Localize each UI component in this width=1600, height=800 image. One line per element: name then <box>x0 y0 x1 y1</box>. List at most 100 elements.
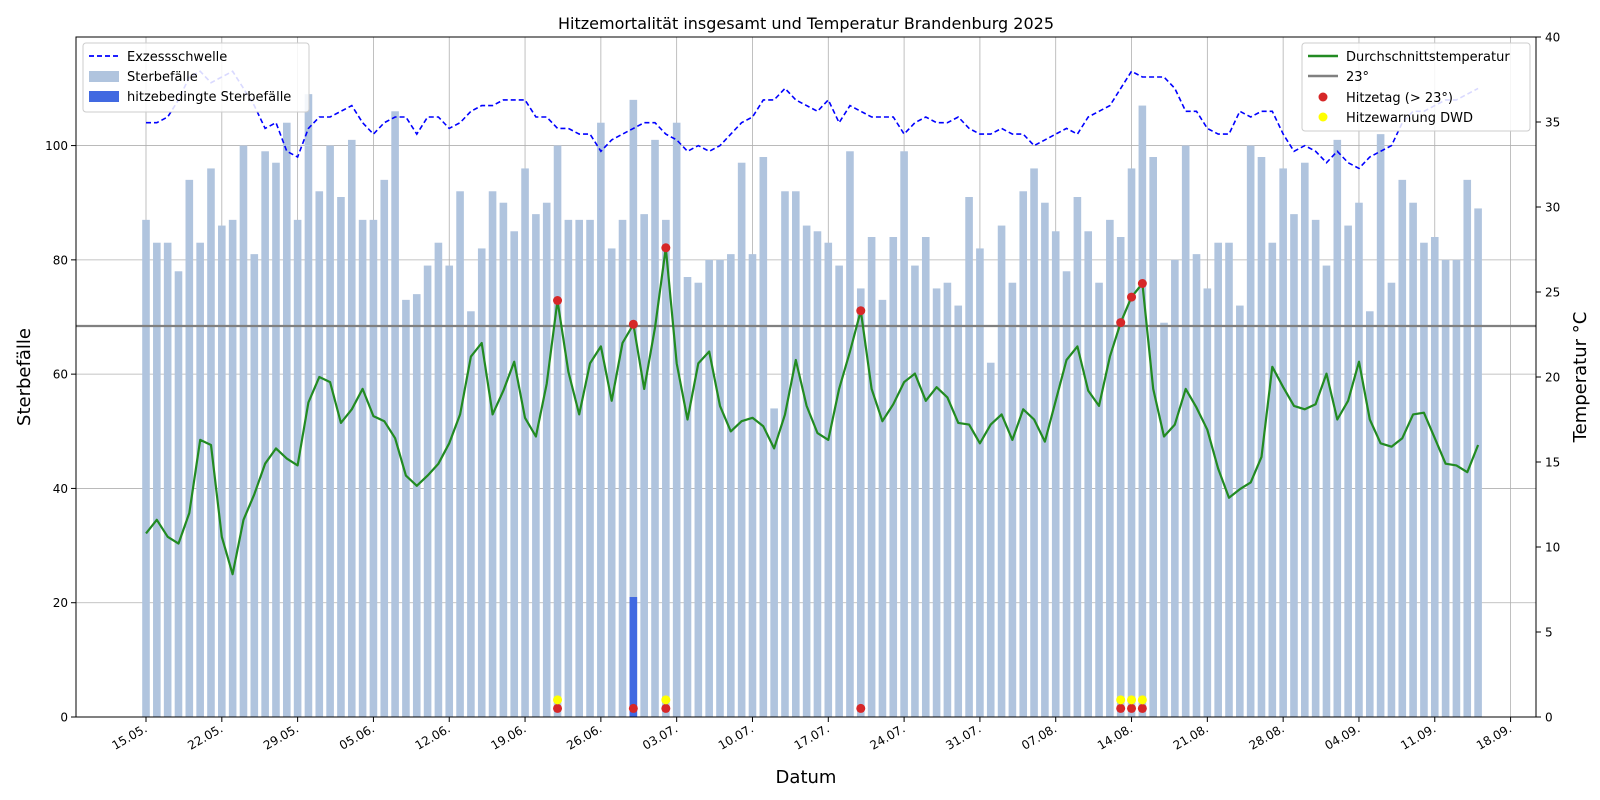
death-bar <box>1441 259 1450 717</box>
death-bar <box>943 282 952 717</box>
death-bar <box>932 288 941 717</box>
death-bar <box>1149 157 1157 717</box>
death-bar <box>835 265 843 717</box>
death-bar <box>1225 242 1233 717</box>
death-bar <box>553 145 562 718</box>
y-tick-label: 0 <box>60 711 68 725</box>
death-bar <box>1073 197 1082 717</box>
death-bar <box>488 191 497 718</box>
death-bar <box>1301 162 1309 717</box>
y-tick-label: 40 <box>53 482 68 496</box>
y2-tick-label: 5 <box>1545 626 1553 640</box>
y-tick-label: 60 <box>53 368 68 382</box>
y2-tick-label: 30 <box>1545 201 1560 215</box>
death-bar <box>683 277 692 717</box>
legend-deaths-swatch <box>89 71 119 82</box>
death-bar <box>705 259 713 717</box>
legend-heat-deaths-label: hitzebedingte Sterbefälle <box>127 90 291 105</box>
heat-day-baseline-point <box>661 703 671 713</box>
death-bar <box>727 254 735 717</box>
death-bar <box>1463 179 1472 717</box>
death-bar <box>1062 271 1071 717</box>
temperature <box>145 246 1480 576</box>
death-bar <box>1344 225 1352 718</box>
death-bar <box>1019 191 1028 718</box>
death-bar <box>986 362 995 717</box>
death-bar <box>402 299 410 717</box>
heat-bars <box>629 597 638 717</box>
death-bar <box>618 219 627 717</box>
death-bar <box>1333 139 1342 717</box>
death-bar <box>759 157 768 717</box>
death-bar <box>272 162 280 717</box>
y-tick-label: 100 <box>45 139 68 153</box>
death-bar <box>813 231 822 718</box>
death-bar <box>337 197 345 717</box>
legend-left: Exzessschwelle Sterbefälle hitzebedingte… <box>82 42 310 113</box>
y2-tick-label: 40 <box>1545 31 1560 45</box>
death-bar <box>1030 168 1038 717</box>
legend-23-label: 23° <box>1346 70 1369 85</box>
death-bar <box>846 151 854 718</box>
y2-tick-label: 15 <box>1545 456 1560 470</box>
heat-day-point <box>628 319 638 329</box>
death-bar <box>532 214 540 717</box>
death-bar <box>1322 265 1331 717</box>
death-bar <box>575 219 583 717</box>
heat-warning-point <box>1116 695 1126 705</box>
death-bar <box>672 122 681 717</box>
death-bar <box>1214 242 1222 717</box>
death-bar <box>921 237 930 717</box>
chart-title: Hitzemortalität insgesamt und Temperatur… <box>558 14 1054 33</box>
death-bar <box>142 219 150 717</box>
legend-warning-swatch <box>1318 112 1328 122</box>
death-bar <box>380 179 389 717</box>
death-bar <box>412 294 421 717</box>
death-bar <box>867 237 876 717</box>
temperature-line <box>145 246 1480 576</box>
death-bar <box>250 254 259 717</box>
markers <box>553 243 1147 713</box>
death-bar <box>770 408 778 717</box>
heat-warning-point <box>1127 695 1137 705</box>
death-bar <box>1008 282 1017 717</box>
y-axis-label: Sterbefälle <box>14 328 35 426</box>
death-bar <box>423 265 432 717</box>
death-bar <box>694 282 703 717</box>
death-bar <box>1127 168 1136 717</box>
death-bar <box>218 225 226 718</box>
heat-warning-point <box>661 695 671 705</box>
death-bar <box>1171 259 1179 717</box>
death-bar <box>1192 254 1201 717</box>
legend-right: Durchschnittstemperatur 23° Hitzetag (> … <box>1301 42 1531 132</box>
death-bar <box>456 191 464 718</box>
death-bar <box>1452 259 1461 717</box>
y2-tick-label: 35 <box>1545 116 1560 130</box>
death-bar <box>586 219 594 717</box>
death-bar <box>510 231 519 718</box>
death-bar <box>900 151 908 718</box>
death-bar <box>315 191 324 718</box>
legend-right-box <box>1301 42 1531 132</box>
y2-axis-label: Temperatur °C <box>1570 312 1591 444</box>
death-bar <box>326 145 334 718</box>
death-bar <box>597 122 605 717</box>
death-bar <box>716 259 724 717</box>
death-bar <box>856 288 865 717</box>
death-bar <box>748 254 757 717</box>
death-bar <box>878 299 887 717</box>
death-bar <box>542 202 551 717</box>
heat-day-point <box>1127 292 1137 302</box>
death-bar <box>640 214 648 717</box>
death-bar <box>1095 282 1103 717</box>
death-bar <box>1041 202 1049 717</box>
death-bar <box>564 219 573 717</box>
death-bar <box>521 168 529 717</box>
death-bar <box>1236 305 1244 717</box>
death-bar <box>1376 134 1385 718</box>
death-bar <box>185 179 194 717</box>
death-bar <box>965 197 973 717</box>
death-bar <box>467 311 475 717</box>
death-bar <box>1387 282 1396 717</box>
death-bar <box>824 242 833 717</box>
